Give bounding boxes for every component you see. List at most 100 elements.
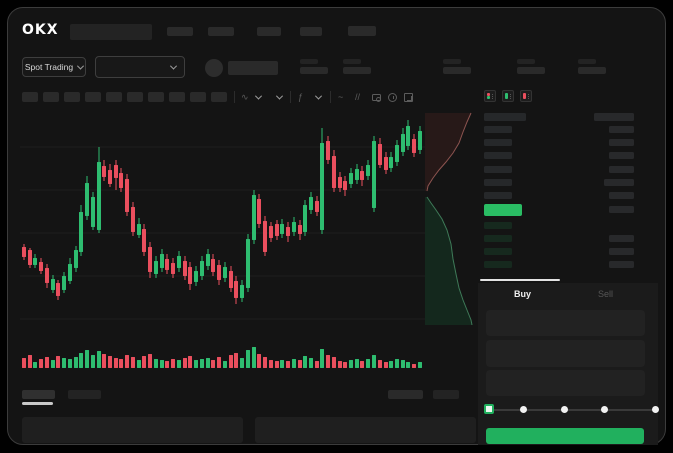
timeframe-button[interactable] xyxy=(169,92,185,102)
nav-item-1[interactable] xyxy=(167,27,193,36)
orderbook-icon-lines xyxy=(527,93,529,99)
toolbar-divider xyxy=(234,91,235,103)
orderbook-header-price xyxy=(484,113,526,121)
ask-row-price[interactable] xyxy=(484,166,512,173)
chevron-down-icon xyxy=(169,62,178,70)
screenshot-icon[interactable] xyxy=(372,94,381,102)
market-type-label: Spot Trading xyxy=(24,62,74,72)
nav-item-4[interactable] xyxy=(300,27,322,36)
timeframe-button[interactable] xyxy=(148,92,164,102)
bottom-tab[interactable] xyxy=(68,390,101,399)
last-price-highlight[interactable] xyxy=(484,204,522,216)
stat-value xyxy=(517,67,545,74)
orderbook-icon-colorbar xyxy=(523,93,526,99)
stat-value xyxy=(343,67,371,74)
orderbook-view-bids-icon[interactable] xyxy=(502,90,514,102)
amount-input[interactable] xyxy=(486,340,645,367)
search-input[interactable] xyxy=(70,24,152,40)
timeframe-button[interactable] xyxy=(85,92,101,102)
slider-handle[interactable] xyxy=(484,404,494,414)
stat-value xyxy=(578,67,606,74)
indicators-icon[interactable]: ƒ xyxy=(298,92,304,102)
draw-tool-icon[interactable]: // xyxy=(355,92,361,102)
timeframe-button[interactable] xyxy=(43,92,59,102)
bottom-link-1[interactable] xyxy=(388,390,423,399)
ask-row-price[interactable] xyxy=(484,179,512,186)
orderbook-icon-lines xyxy=(491,93,493,99)
orderbook-view-both-icon[interactable] xyxy=(484,90,496,102)
candlestick-chart[interactable] xyxy=(20,112,425,330)
ask-row-amount xyxy=(609,126,634,133)
ask-row-amount xyxy=(609,152,634,159)
chevron-down-icon xyxy=(77,62,85,70)
amount-slider[interactable] xyxy=(490,409,656,411)
bid-row-amount xyxy=(609,235,634,242)
line-tool-icon[interactable]: ~ xyxy=(338,92,344,102)
bid-row-amount xyxy=(609,261,634,268)
timeframe-button[interactable] xyxy=(190,92,206,102)
candle-style-icon[interactable]: ∿ xyxy=(241,92,249,102)
bottom-tab-active[interactable] xyxy=(22,390,55,399)
stat-label xyxy=(517,59,535,64)
ask-row-amount xyxy=(604,179,634,186)
pair-dropdown[interactable] xyxy=(95,56,185,78)
timeframe-button[interactable] xyxy=(127,92,143,102)
orderbook-icon-colorbar xyxy=(487,93,490,99)
okx-logo: OKX xyxy=(22,22,59,38)
timeframe-button[interactable] xyxy=(211,92,227,102)
ask-row-amount xyxy=(609,166,634,173)
bid-row-price[interactable] xyxy=(484,261,512,268)
ask-row-amount xyxy=(609,139,634,146)
orderbook-view-asks-icon[interactable] xyxy=(520,90,532,102)
nav-item-3[interactable] xyxy=(257,27,281,36)
timeframe-button[interactable] xyxy=(106,92,122,102)
ask-row-price[interactable] xyxy=(484,192,512,199)
orderbook-header-amount xyxy=(594,113,634,121)
bid-row-amount xyxy=(609,248,634,255)
fullscreen-icon[interactable] xyxy=(404,93,413,102)
orderbook-scrollbar[interactable] xyxy=(480,279,560,281)
slider-dot-25[interactable] xyxy=(520,406,527,413)
token-avatar xyxy=(205,59,223,77)
orderbook-icon-lines xyxy=(509,93,511,99)
bid-row-price[interactable] xyxy=(484,222,512,229)
timeframe-button[interactable] xyxy=(22,92,38,102)
market-type-selector[interactable]: Spot Trading xyxy=(22,57,86,77)
bottom-link-2[interactable] xyxy=(433,390,459,399)
bid-row-price[interactable] xyxy=(484,248,512,255)
nav-item-5[interactable] xyxy=(348,26,376,36)
candlestick-canvas xyxy=(20,120,425,320)
orderbook-icon-colorbar xyxy=(505,93,508,99)
timeframe-button[interactable] xyxy=(64,92,80,102)
stat-label xyxy=(578,59,596,64)
active-tab-underline xyxy=(22,402,53,405)
stat-value xyxy=(300,67,328,74)
pair-name-placeholder xyxy=(228,61,278,75)
depth-chart xyxy=(425,110,478,325)
ask-row-price[interactable] xyxy=(484,126,512,133)
ask-row-amount xyxy=(609,192,634,199)
stat-value xyxy=(443,67,471,74)
price-input[interactable] xyxy=(486,310,645,336)
stat-label xyxy=(443,59,461,64)
slider-dot-100[interactable] xyxy=(652,406,659,413)
orders-panel-right xyxy=(255,417,476,443)
nav-item-2[interactable] xyxy=(208,27,234,36)
history-icon[interactable] xyxy=(388,93,397,102)
bid-row-price[interactable] xyxy=(484,235,512,242)
toolbar-divider xyxy=(290,91,291,103)
sell-tab[interactable]: Sell xyxy=(597,289,613,299)
buy-tab[interactable]: Buy xyxy=(513,289,531,299)
orders-panel-left xyxy=(22,417,243,443)
buy-button[interactable] xyxy=(486,428,644,444)
stat-label xyxy=(300,59,318,64)
ask-row-price[interactable] xyxy=(484,139,512,146)
last-price-amount xyxy=(609,206,634,213)
slider-dot-50[interactable] xyxy=(561,406,568,413)
total-input[interactable] xyxy=(486,370,645,396)
slider-dot-75[interactable] xyxy=(601,406,608,413)
ask-row-price[interactable] xyxy=(484,152,512,159)
toolbar-divider xyxy=(330,91,331,103)
volume-chart xyxy=(20,335,425,368)
